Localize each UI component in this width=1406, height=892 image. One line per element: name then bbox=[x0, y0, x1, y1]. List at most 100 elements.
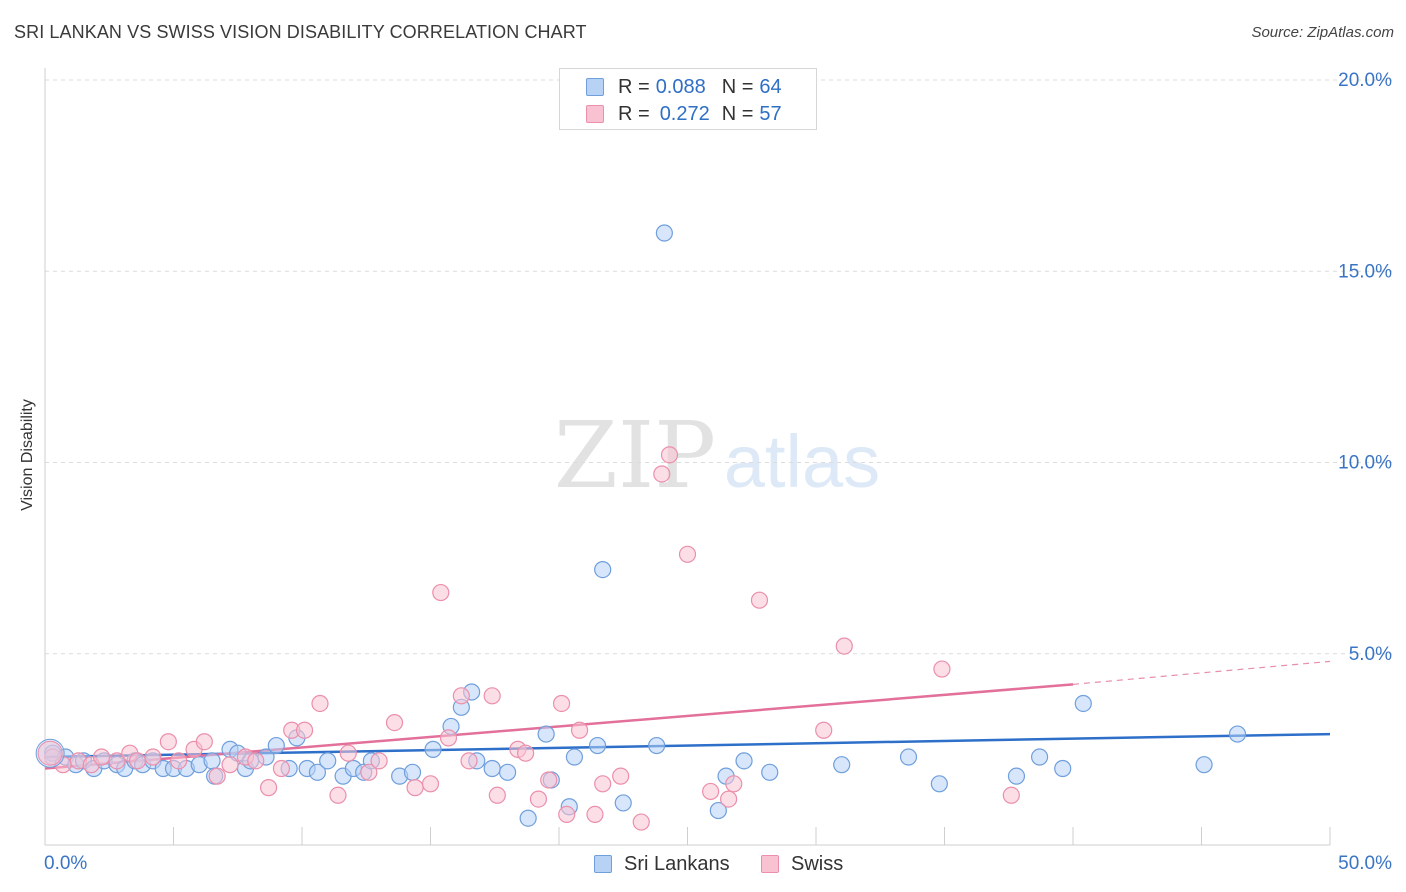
swiss-point bbox=[594, 775, 612, 793]
sri-lankans-point bbox=[1074, 694, 1092, 713]
swiss-point bbox=[702, 782, 720, 801]
sri-lankans-point bbox=[655, 224, 673, 242]
swiss-point bbox=[540, 771, 558, 789]
swiss-point bbox=[128, 752, 147, 770]
sri-lankans-point bbox=[761, 763, 779, 781]
sri-lankans-point bbox=[203, 752, 221, 770]
swiss-point bbox=[295, 721, 314, 739]
n-value: 64 bbox=[759, 75, 782, 98]
swiss-point bbox=[1002, 786, 1020, 804]
swiss-point bbox=[632, 813, 650, 831]
sri-lankans-point bbox=[1030, 748, 1049, 766]
sri-lankans-cluster-point bbox=[35, 738, 65, 768]
swiss-point bbox=[586, 805, 604, 824]
swiss-point bbox=[750, 591, 769, 609]
swiss-trend-extension bbox=[1072, 660, 1331, 685]
swiss-point bbox=[144, 748, 162, 766]
series-sri-lankans bbox=[44, 224, 1247, 827]
swiss-point bbox=[516, 744, 535, 762]
sri-lankans-point bbox=[267, 736, 285, 755]
bottom-legend-swiss: Swiss bbox=[761, 852, 843, 876]
data-points bbox=[35, 224, 1247, 831]
sri-lankans-point bbox=[614, 794, 632, 812]
sri-lankans-point bbox=[1007, 767, 1026, 785]
swiss-point bbox=[208, 767, 226, 785]
swiss-point bbox=[360, 763, 378, 781]
legend-row-swiss: R = 0.272 N = 57 bbox=[586, 102, 782, 126]
series-swiss bbox=[44, 446, 1020, 831]
swiss-point bbox=[432, 583, 450, 602]
r-value: 0.088 bbox=[655, 75, 706, 98]
swiss-point bbox=[92, 748, 111, 766]
swiss-point bbox=[933, 660, 951, 678]
y-tick-label: 5.0% bbox=[1349, 644, 1392, 665]
sri-lankans-point bbox=[833, 756, 851, 774]
swiss-point bbox=[159, 733, 177, 751]
swiss-point bbox=[612, 767, 630, 785]
sri-lankans-point bbox=[648, 736, 666, 755]
y-tick-label: 10.0% bbox=[1338, 453, 1392, 474]
legend-row-sri-lankans: R = 0.088 N = 64 bbox=[586, 75, 782, 99]
swiss-point bbox=[370, 752, 388, 770]
axes bbox=[44, 68, 1331, 846]
sri-lankans-point bbox=[1054, 759, 1072, 778]
sri-lankans-legend-swatch bbox=[594, 855, 612, 873]
sri-lankans-legend-label: Sri Lankans bbox=[624, 852, 730, 875]
y-tick-label: 20.0% bbox=[1338, 70, 1392, 91]
source-label: Source: ZipAtlas.com bbox=[1251, 24, 1394, 41]
swiss-point bbox=[529, 790, 548, 808]
swiss-point bbox=[247, 752, 265, 770]
sri-lankans-swatch bbox=[586, 78, 604, 96]
sri-lankans-point bbox=[519, 809, 537, 827]
sri-lankans-point bbox=[1228, 725, 1247, 743]
swiss-point bbox=[835, 637, 853, 655]
sri-lankans-point bbox=[899, 748, 918, 766]
swiss-point bbox=[483, 687, 501, 705]
sri-lankans-point bbox=[319, 752, 337, 770]
swiss-point bbox=[660, 446, 679, 464]
sri-lankans-point bbox=[588, 736, 607, 755]
chart-title: SRI LANKAN VS SWISS VISION DISABILITY CO… bbox=[14, 22, 587, 42]
sri-lankans-point bbox=[565, 748, 584, 766]
swiss-legend-label: Swiss bbox=[791, 852, 844, 875]
sri-lankans-point bbox=[308, 763, 327, 781]
bottom-legend-sri-lankans: Sri Lankans bbox=[594, 852, 730, 876]
watermark: ZIP atlas bbox=[554, 402, 880, 509]
swiss-point bbox=[720, 790, 738, 808]
sri-lankans-point bbox=[594, 560, 612, 579]
r-value: 0.272 bbox=[659, 102, 710, 125]
r-label: R = bbox=[618, 102, 650, 125]
swiss-point bbox=[570, 721, 589, 739]
watermark-atlas: atlas bbox=[724, 420, 880, 503]
y-tick-label: 15.0% bbox=[1338, 261, 1392, 282]
swiss-point bbox=[725, 775, 743, 793]
sri-lankans-point bbox=[483, 759, 501, 778]
swiss-point bbox=[221, 756, 239, 774]
correlation-legend: R = 0.088 N = 64 R = 0.272 N = 57 bbox=[559, 68, 817, 130]
n-value: 57 bbox=[759, 102, 782, 125]
swiss-point bbox=[108, 752, 126, 770]
swiss-point bbox=[460, 752, 478, 770]
sri-lankans-point bbox=[424, 740, 442, 758]
sri-lankans-point bbox=[537, 725, 555, 743]
swiss-point bbox=[311, 694, 329, 713]
swiss-point bbox=[259, 779, 278, 797]
swiss-swatch bbox=[586, 105, 604, 123]
n-label: N = bbox=[721, 102, 754, 125]
watermark-zip: ZIP bbox=[554, 402, 716, 509]
swiss-point bbox=[815, 721, 833, 739]
r-label: R = bbox=[618, 75, 650, 98]
swiss-point bbox=[421, 775, 440, 793]
swiss-point bbox=[406, 779, 424, 797]
swiss-point bbox=[339, 744, 357, 762]
tick-labels: 5.0% 10.0% 15.0% 20.0% 0.0% 50.0% bbox=[44, 70, 1392, 874]
sri-lankans-point bbox=[735, 752, 753, 770]
swiss-point bbox=[678, 545, 697, 563]
swiss-legend-swatch bbox=[761, 855, 779, 873]
n-label: N = bbox=[721, 75, 754, 98]
swiss-point bbox=[452, 687, 470, 705]
sri-lankans-point bbox=[1195, 756, 1213, 774]
swiss-point bbox=[385, 713, 404, 732]
swiss-point bbox=[558, 805, 576, 824]
swiss-point bbox=[552, 694, 571, 713]
